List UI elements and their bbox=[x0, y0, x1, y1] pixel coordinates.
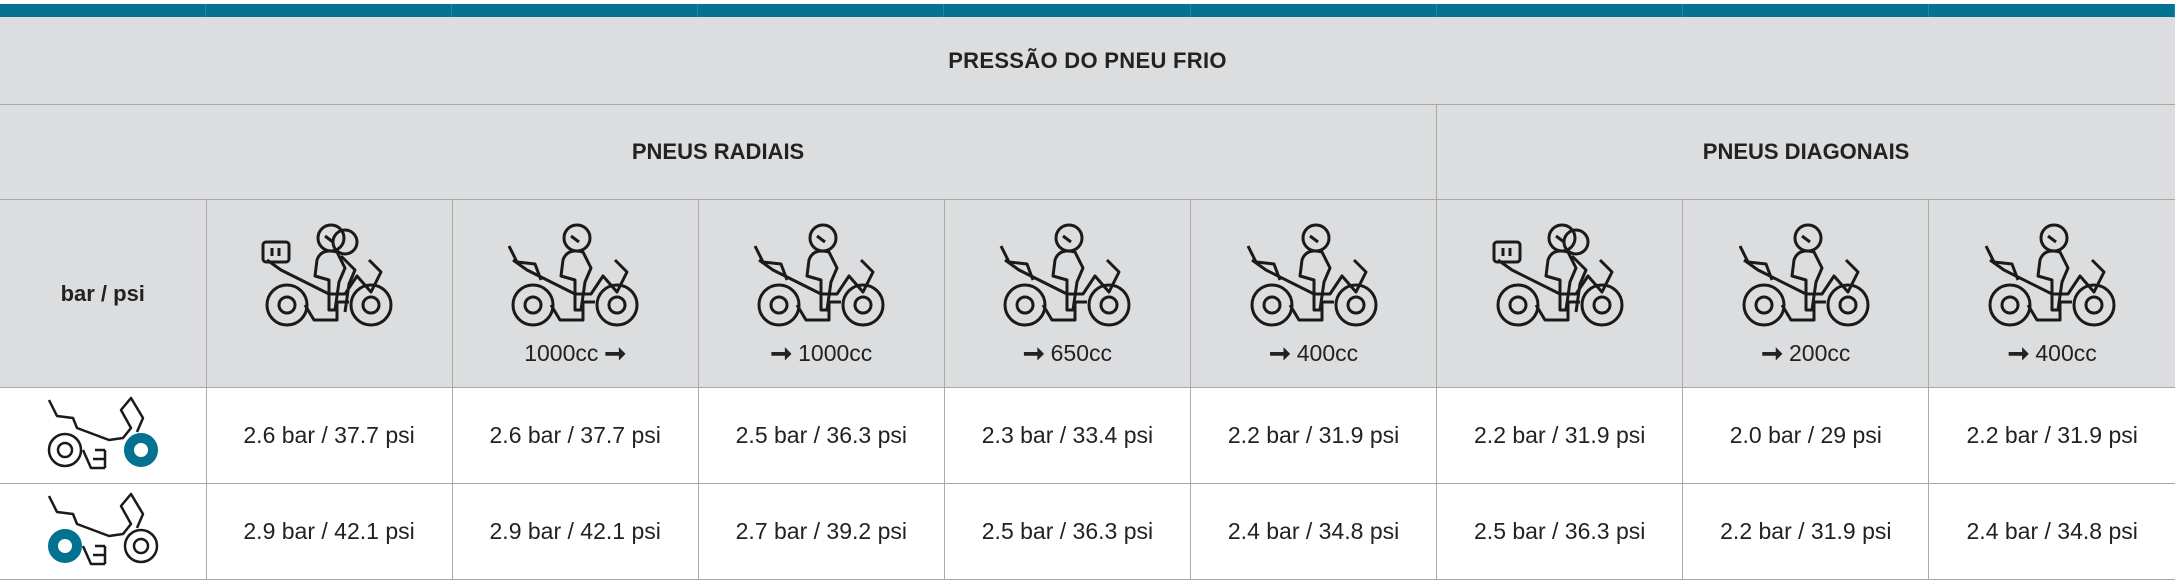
motorcycle-rider-icon bbox=[453, 220, 698, 335]
rear-tire-icon bbox=[0, 483, 207, 580]
motorcycle-rider-icon bbox=[1191, 220, 1436, 335]
pressure-value: 2.2 bar / 31.9 psi bbox=[1928, 387, 2175, 484]
pressure-value: 2.9 bar / 42.1 psi bbox=[205, 483, 453, 580]
column-header-3: ➞ 1000cc bbox=[697, 199, 945, 388]
table-title: PRESSÃO DO PNEU FRIO bbox=[0, 17, 2175, 105]
pressure-value: 2.2 bar / 31.9 psi bbox=[1682, 483, 1930, 580]
pressure-value: 2.4 bar / 34.8 psi bbox=[1189, 483, 1438, 580]
arrow-right-icon: ➞ bbox=[1761, 337, 1784, 368]
pressure-value: 2.6 bar / 37.7 psi bbox=[205, 387, 453, 484]
column-header-5: ➞ 400cc bbox=[1189, 199, 1438, 388]
arrow-right-icon: ➞ bbox=[2007, 337, 2030, 368]
pressure-value: 2.0 bar / 29 psi bbox=[1682, 387, 1930, 484]
pressure-value: 2.6 bar / 37.7 psi bbox=[451, 387, 699, 484]
motorcycle-rider-icon bbox=[1683, 220, 1928, 335]
column-header-2: 1000cc ➞ bbox=[451, 199, 699, 388]
pressure-value: 2.2 bar / 31.9 psi bbox=[1189, 387, 1438, 484]
column-header-1 bbox=[205, 199, 453, 388]
arrow-right-icon: ➞ bbox=[1022, 337, 1045, 368]
pressure-value: 2.7 bar / 39.2 psi bbox=[697, 483, 945, 580]
motorcycle-rider-icon bbox=[1929, 220, 2175, 335]
group-diagonal: PNEUS DIAGONAIS bbox=[1436, 104, 2175, 200]
engine-size-label: 650cc bbox=[1050, 339, 1113, 366]
arrow-right-icon: ➞ bbox=[770, 337, 793, 368]
pressure-value: 2.9 bar / 42.1 psi bbox=[451, 483, 699, 580]
motorcycle-rider-icon bbox=[945, 220, 1190, 335]
engine-size-label: 1000cc bbox=[524, 339, 599, 366]
group-radial: PNEUS RADIAIS bbox=[0, 104, 1438, 200]
unit-header: bar / psi bbox=[0, 199, 207, 388]
pressure-value: 2.2 bar / 31.9 psi bbox=[1436, 387, 1684, 484]
accent-bar bbox=[0, 4, 2175, 17]
pressure-value: 2.3 bar / 33.4 psi bbox=[943, 387, 1192, 484]
column-header-6 bbox=[1436, 199, 1684, 388]
motorcycle-rider-icon bbox=[699, 220, 944, 335]
column-header-4: ➞ 650cc bbox=[943, 199, 1192, 388]
arrow-right-icon: ➞ bbox=[604, 337, 627, 368]
pressure-value: 2.5 bar / 36.3 psi bbox=[943, 483, 1192, 580]
engine-size-label: 400cc bbox=[1296, 339, 1359, 366]
tire-pressure-table: PRESSÃO DO PNEU FRIO PNEUS RADIAIS PNEUS… bbox=[0, 4, 2175, 580]
engine-size-label: 1000cc bbox=[798, 339, 873, 366]
engine-size-label: 200cc bbox=[1789, 339, 1851, 366]
column-header-8: ➞ 400cc bbox=[1928, 199, 2175, 388]
pressure-value: 2.4 bar / 34.8 psi bbox=[1928, 483, 2175, 580]
front-tire-icon bbox=[0, 387, 207, 484]
motorcycle-two-riders-luggage-icon bbox=[1437, 220, 1682, 335]
pressure-value: 2.5 bar / 36.3 psi bbox=[697, 387, 945, 484]
engine-size-label: 400cc bbox=[2035, 339, 2097, 366]
arrow-right-icon: ➞ bbox=[1268, 337, 1291, 368]
motorcycle-two-riders-luggage-icon bbox=[207, 220, 452, 335]
pressure-value: 2.5 bar / 36.3 psi bbox=[1436, 483, 1684, 580]
column-header-7: ➞ 200cc bbox=[1682, 199, 1930, 388]
